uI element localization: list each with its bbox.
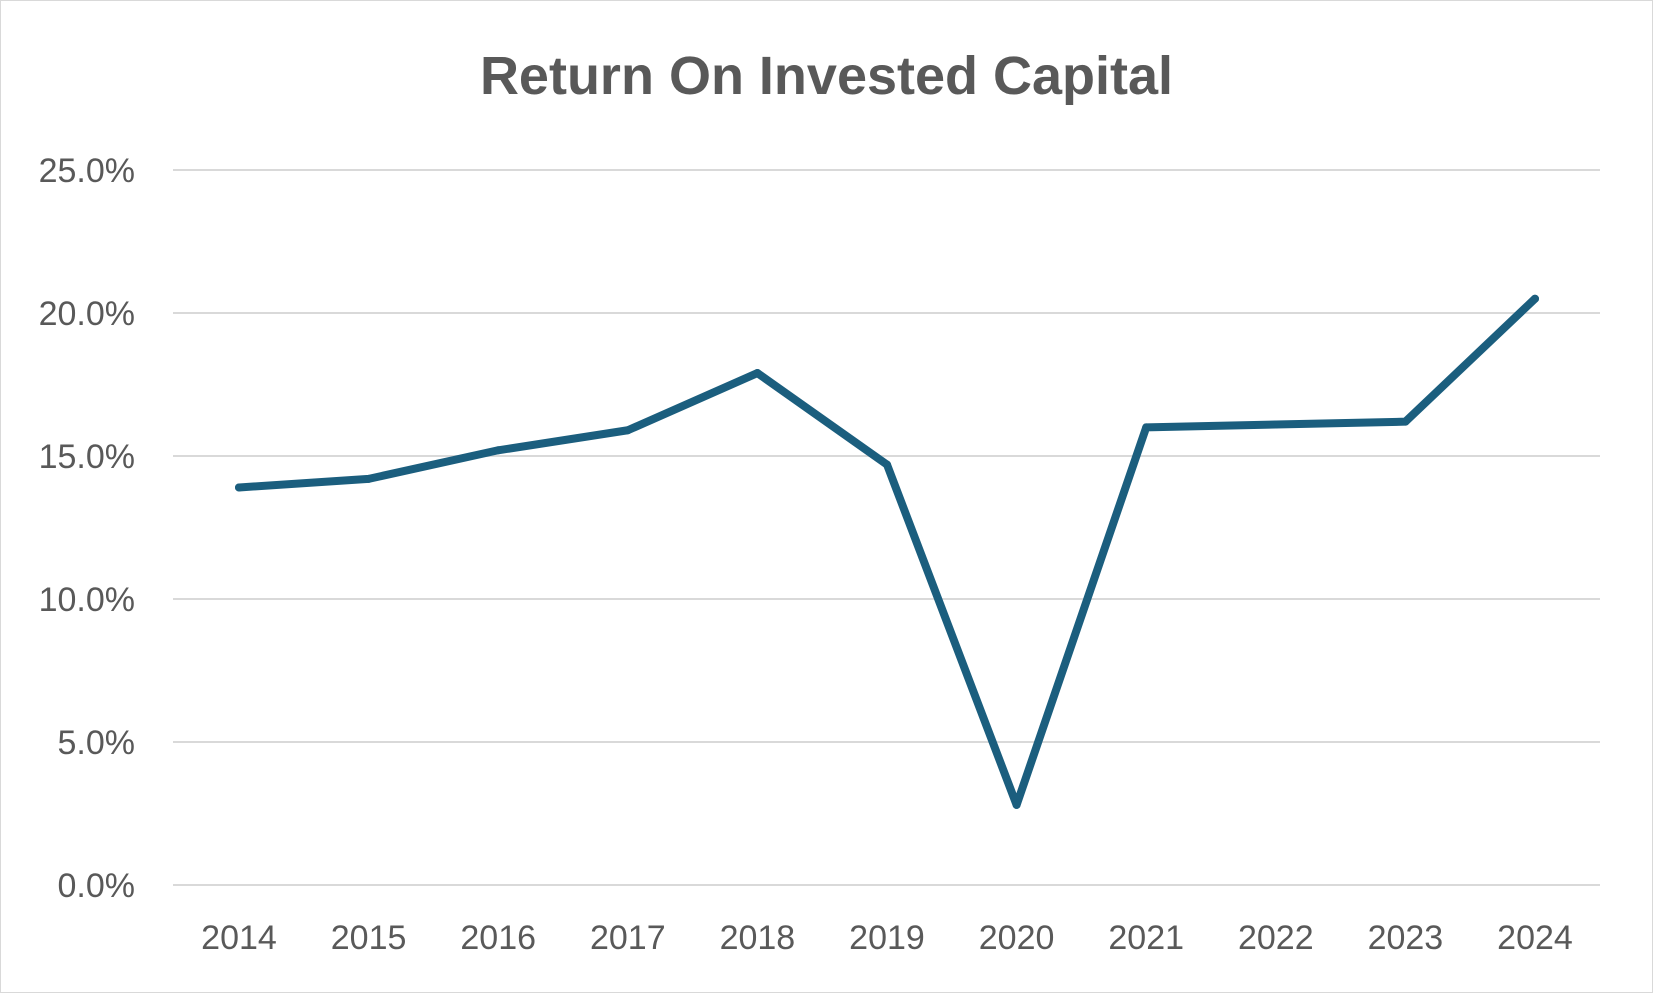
y-tick-label: 5.0% bbox=[58, 724, 136, 762]
data-point bbox=[1401, 417, 1410, 426]
data-point bbox=[623, 426, 632, 435]
series-line bbox=[235, 294, 1539, 809]
data-point bbox=[1142, 423, 1151, 432]
data-point bbox=[883, 460, 891, 469]
x-tick-label: 2021 bbox=[1108, 919, 1184, 957]
data-point bbox=[1271, 420, 1280, 429]
chart-title: Return On Invested Capital bbox=[479, 46, 1174, 106]
y-tick-label: 25.0% bbox=[39, 152, 135, 190]
x-tick-label: 2014 bbox=[201, 919, 277, 957]
x-axis: 2014 2015 2016 2017 2018 2019 2020 2021 2022 2023… bbox=[201, 919, 1573, 957]
series-layer bbox=[235, 294, 1539, 809]
gridlines bbox=[173, 169, 1600, 886]
y-tick-label: 0.0% bbox=[58, 867, 136, 905]
data-point bbox=[494, 446, 503, 455]
x-tick-label: 2019 bbox=[849, 919, 925, 957]
data-point bbox=[364, 474, 373, 483]
y-tick-label: 15.0% bbox=[39, 438, 135, 476]
y-axis: 0.0% 5.0% 10.0% 15.0% 20.0% 25.0% bbox=[39, 152, 135, 905]
x-tick-label: 2024 bbox=[1497, 919, 1573, 957]
data-point bbox=[1531, 294, 1539, 303]
x-tick-label: 2015 bbox=[331, 919, 407, 957]
y-tick-label: 20.0% bbox=[39, 295, 135, 333]
x-tick-label: 2016 bbox=[460, 919, 536, 957]
x-tick-label: 2020 bbox=[979, 919, 1055, 957]
x-tick-label: 2018 bbox=[720, 919, 796, 957]
x-tick-label: 2017 bbox=[590, 919, 666, 957]
x-tick-label: 2023 bbox=[1368, 919, 1444, 957]
data-point bbox=[235, 483, 243, 492]
data-point bbox=[753, 369, 762, 378]
y-tick-label: 10.0% bbox=[39, 581, 135, 619]
x-tick-label: 2022 bbox=[1238, 919, 1314, 957]
data-point bbox=[1012, 800, 1021, 809]
